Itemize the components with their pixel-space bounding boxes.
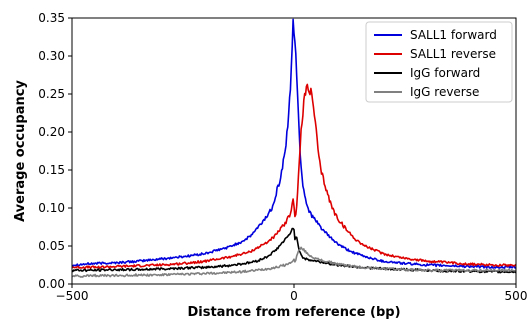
series-line-0: [71, 18, 517, 270]
series-line-1: [71, 83, 517, 270]
legend-entry: SALL1 forward: [410, 28, 497, 42]
y-tick-label: 0.35: [38, 11, 65, 25]
x-tick-label: −500: [56, 289, 89, 303]
legend: SALL1 forward SALL1 reverse IgG forward IgG…: [365, 21, 513, 103]
y-tick-label: 0.30: [38, 49, 65, 63]
y-tick-label: 0.10: [38, 201, 65, 215]
x-tick-label: 500: [505, 289, 528, 303]
x-tick-label: 0: [290, 289, 298, 303]
legend-box: [365, 21, 513, 103]
axes-layer: 0.00 0.05 0.10 0.15 0.20 0.25 0.30 0.35 −500 0 500: [38, 11, 527, 303]
legend-entry: IgG forward: [410, 66, 480, 80]
series-layer: [71, 18, 517, 278]
y-tick-label: 0.20: [38, 125, 65, 139]
x-axis-title: Distance from reference (bp): [187, 305, 400, 320]
y-tick-label: 0.25: [38, 87, 65, 101]
legend-entry: SALL1 reverse: [410, 47, 496, 61]
y-tick-label: 0.15: [38, 163, 65, 177]
series-line-3: [71, 246, 517, 278]
legend-entry: IgG reverse: [410, 85, 479, 99]
y-tick-label: 0.00: [38, 277, 65, 291]
y-axis-title: Average occupancy: [13, 80, 28, 222]
y-tick-label: 0.05: [38, 239, 65, 253]
